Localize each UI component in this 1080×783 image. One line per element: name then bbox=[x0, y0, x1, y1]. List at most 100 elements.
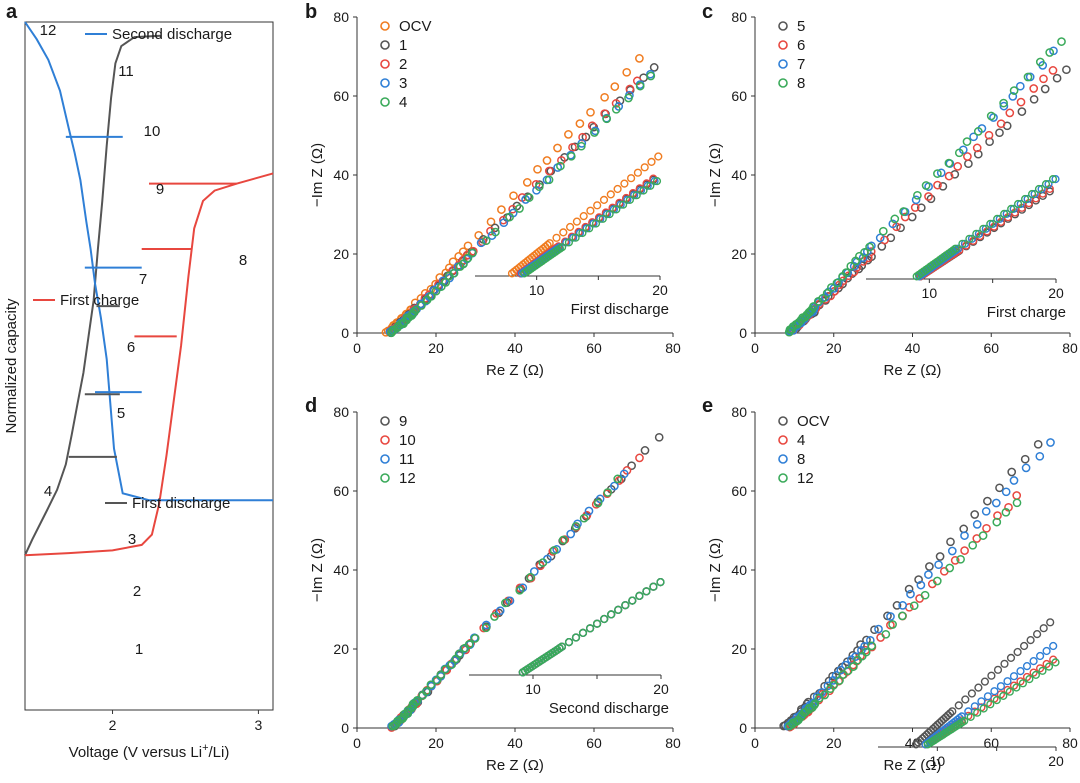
panel-e-point-12 bbox=[843, 666, 853, 676]
panel-c-ylabel: −Im Z (Ω) bbox=[707, 143, 724, 207]
panel-b-inset-point-4 bbox=[639, 186, 648, 195]
panel-b-inset-point-ocv bbox=[613, 184, 622, 194]
panel-b-xtick-label: 60 bbox=[586, 340, 602, 356]
panel-b-point-ocv bbox=[564, 130, 573, 139]
panel-c-ytick-label: 80 bbox=[731, 9, 747, 25]
panel-e-point-12 bbox=[968, 540, 978, 550]
panel-b-point-ocv bbox=[575, 119, 585, 128]
panel-c-inset-point-7 bbox=[1051, 175, 1060, 184]
panel-e-point-8 bbox=[991, 498, 1001, 508]
panel-c-point-8 bbox=[809, 302, 818, 311]
panel-a-curve-first-discharge bbox=[24, 34, 161, 556]
panel-a-annotation-3-6: 3 bbox=[128, 531, 136, 548]
panel-e-point-ocv bbox=[892, 601, 902, 610]
panel-d-inset-point-12 bbox=[635, 591, 644, 601]
panel-c-xtick-label: 40 bbox=[905, 340, 921, 356]
panel-a-legend-label: First discharge bbox=[132, 495, 230, 512]
panel-b-inset-point-3 bbox=[582, 224, 591, 233]
panel-d-point-10 bbox=[635, 453, 644, 463]
panel-d-ytick-label: 0 bbox=[341, 720, 349, 736]
panel-b-xlabel: Re Z (Ω) bbox=[486, 362, 544, 379]
panel-d-inset-point-12 bbox=[571, 633, 581, 642]
panel-d-point-12 bbox=[447, 660, 457, 669]
panel-c-plot: 0 20 40 60 80 0 20 40 60 80 Re Z (Ω) −Im Z (Ω) 10 20 F… bbox=[707, 9, 1078, 379]
panel-b-inset-point-ocv bbox=[606, 190, 615, 199]
panel-c-inset-point-8 bbox=[1048, 175, 1058, 184]
panel-b-inset-point-4 bbox=[598, 214, 607, 223]
panel-b-point-ocv bbox=[553, 143, 562, 153]
panel-e-legend-label: OCV bbox=[797, 413, 830, 430]
panel-e-point-ocv bbox=[856, 640, 865, 649]
panel-d-point-11 bbox=[610, 481, 619, 491]
panel-e-point-12 bbox=[897, 611, 907, 621]
panel-b-inset-point-ocv bbox=[552, 233, 561, 242]
panel-d-point-12 bbox=[412, 695, 422, 705]
panel-e-inset-point-12 bbox=[986, 700, 995, 709]
panel-e-point-4 bbox=[960, 546, 969, 555]
panel-e-inset-point-12 bbox=[1051, 658, 1060, 667]
panel-c-ytick-label: 40 bbox=[731, 167, 747, 183]
panel-e-inset-point-ocv bbox=[1006, 653, 1016, 663]
panel-c-point-7 bbox=[911, 195, 921, 205]
panel-e-inset-point-12 bbox=[1012, 683, 1021, 692]
panel-a-plot: 2 3 Voltage (V versus Li+/Li) Normalized ca… bbox=[3, 21, 274, 761]
panel-label-b: b bbox=[305, 1, 317, 23]
panel-e-ylabel: −Im Z (Ω) bbox=[707, 538, 724, 602]
panel-a-annotation-5-5: 5 bbox=[117, 405, 125, 422]
panel-d-point-12 bbox=[593, 498, 603, 508]
panel-b-point-4 bbox=[566, 151, 576, 161]
panel-b-inset-point-4 bbox=[646, 181, 655, 190]
panel-c-legend-label: 5 bbox=[797, 18, 805, 35]
panel-e-inset-point-ocv bbox=[1026, 635, 1035, 645]
panel-d-legend-label: 11 bbox=[399, 451, 415, 468]
panel-b-point-4 bbox=[646, 71, 656, 81]
panel-e-point-ocv bbox=[995, 483, 1004, 493]
panel-e-inset-point-8 bbox=[977, 697, 986, 706]
panel-a-annotation-6-4: 6 bbox=[127, 339, 135, 356]
panel-e-inset-point-ocv bbox=[1039, 624, 1048, 633]
panel-d-point-12 bbox=[426, 680, 436, 690]
panel-e-ytick-label: 20 bbox=[731, 641, 747, 657]
panel-c-inset-point-8 bbox=[1034, 184, 1044, 194]
panel-b-legend-label: 3 bbox=[399, 75, 407, 92]
panel-c-inset-point-7 bbox=[1002, 209, 1011, 219]
panel-b-inset-point-ocv bbox=[620, 179, 629, 188]
panel-c-point-5 bbox=[896, 223, 905, 233]
panel-e-inset-point-ocv bbox=[948, 707, 957, 716]
panel-c-point-6 bbox=[1016, 97, 1026, 107]
panel-e-inset-point-12 bbox=[1044, 662, 1054, 671]
panel-e-point-ocv bbox=[935, 552, 945, 561]
panel-d-legend-label: 9 bbox=[399, 413, 407, 430]
panel-e-inset-point-8 bbox=[1029, 656, 1038, 666]
panel-d-inset-tick-label: 20 bbox=[653, 681, 669, 697]
panel-e-point-12 bbox=[978, 531, 988, 540]
panel-e-inset-point-8 bbox=[1042, 646, 1051, 656]
panel-b-inset-point-ocv bbox=[599, 195, 609, 205]
panel-e-point-12 bbox=[849, 662, 858, 671]
panel-d-point-12 bbox=[490, 612, 499, 621]
panel-c-point-5 bbox=[916, 203, 926, 213]
panel-b-point-4 bbox=[611, 104, 621, 114]
panel-e-inset-point-8 bbox=[1016, 666, 1025, 676]
panel-c-point-5 bbox=[964, 159, 973, 169]
panel-e-point-12 bbox=[810, 699, 820, 708]
panel-c-point-8 bbox=[962, 137, 972, 146]
panel-a-annotation-1-8: 1 bbox=[135, 641, 143, 658]
panel-c-inset-point-7 bbox=[1009, 204, 1018, 214]
panel-b-inset-point-2 bbox=[594, 213, 604, 222]
panel-d-legend-label: 10 bbox=[399, 432, 416, 449]
panel-b-inset-point-ocv bbox=[654, 152, 663, 161]
panel-e-inset-point-ocv bbox=[961, 695, 970, 704]
panel-d-inset-point-12 bbox=[649, 582, 658, 591]
panel-e-legend-label: 4 bbox=[797, 432, 805, 449]
panel-d-point-12 bbox=[407, 703, 416, 713]
panel-a-annotation-4-2: 4 bbox=[44, 483, 52, 500]
panel-d-point-11 bbox=[619, 469, 629, 479]
panel-e-point-ocv bbox=[1033, 439, 1043, 449]
panel-c-point-6 bbox=[1029, 84, 1039, 93]
panel-a-xlabel: Voltage (V versus Li+/Li) bbox=[69, 742, 230, 761]
panel-c-inset-point-7 bbox=[1044, 180, 1053, 189]
panel-c-point-7 bbox=[849, 262, 859, 271]
panel-e-point-8 bbox=[934, 560, 943, 570]
panel-c-legend-marker bbox=[778, 78, 788, 88]
